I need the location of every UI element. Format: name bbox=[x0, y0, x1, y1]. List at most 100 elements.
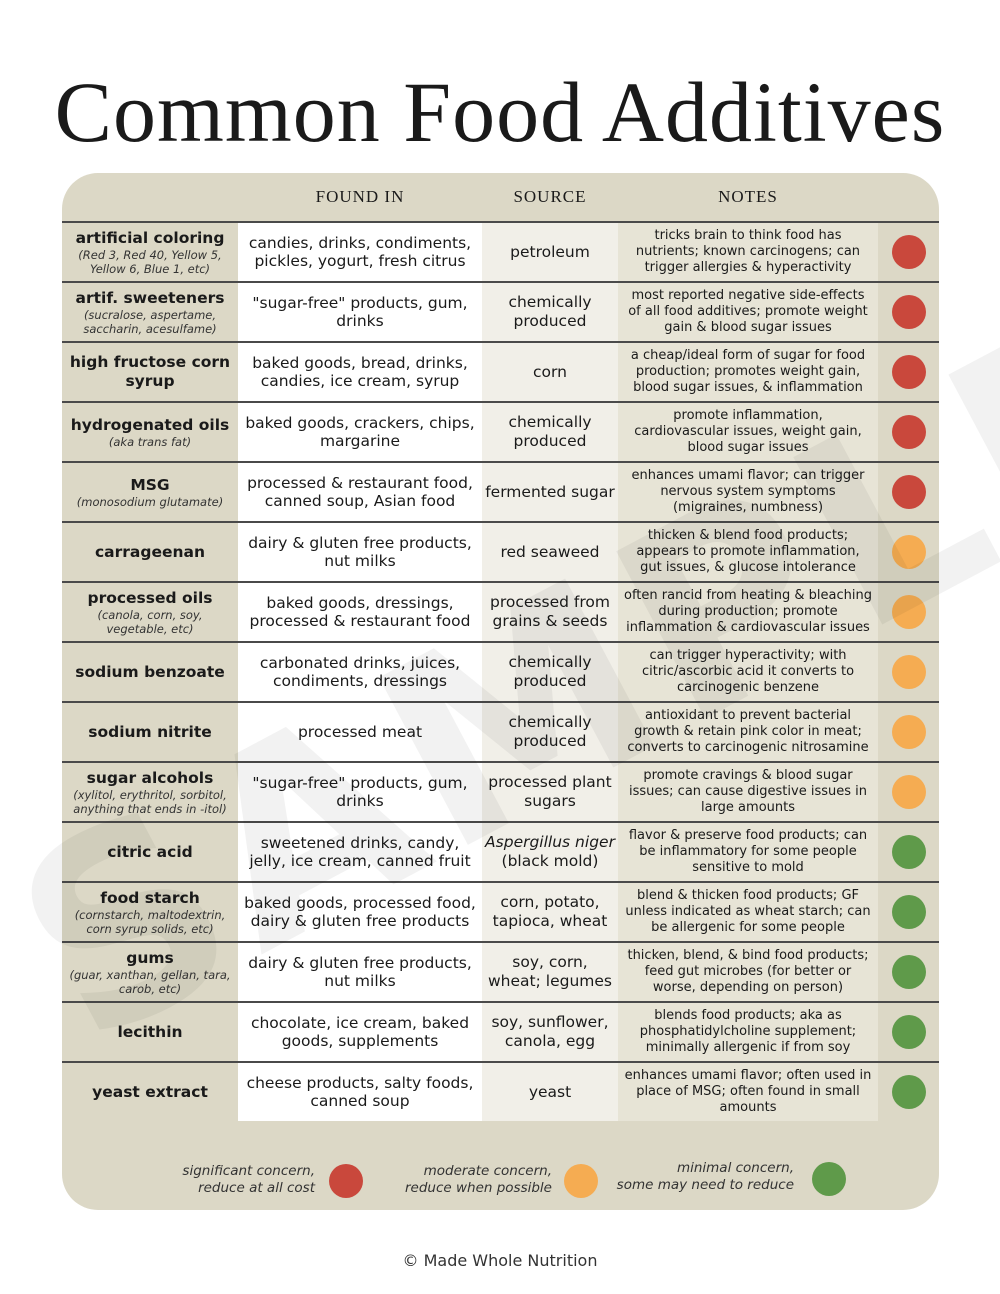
found-in-text: baked goods, crackers, chips, margarine bbox=[245, 414, 475, 450]
notes-text: blends food products; aka as phosphatidy… bbox=[639, 1008, 857, 1055]
source-text: processed from grains & seeds bbox=[490, 593, 610, 630]
additive-examples: (xylitol, erythritol, sorbitol, anything… bbox=[73, 787, 227, 816]
notes-cell: most reported negative side-effects of a… bbox=[618, 283, 878, 341]
found-in-cell: baked goods, crackers, chips, margarine bbox=[238, 403, 482, 461]
notes-text: tricks brain to think food has nutrients… bbox=[635, 228, 861, 275]
source-text: chemically produced bbox=[508, 653, 592, 690]
table-row: lecithin chocolate, ice cream, baked goo… bbox=[62, 1001, 939, 1061]
notes-cell: flavor & preserve food products; can be … bbox=[618, 823, 878, 881]
concern-level-dot bbox=[891, 1075, 926, 1109]
found-in-text: dairy & gluten free products, nut milks bbox=[248, 954, 472, 990]
source-text: yeast bbox=[528, 1082, 572, 1101]
notes-cell: blends food products; aka as phosphatidy… bbox=[618, 1003, 878, 1061]
concern-level-dot bbox=[891, 1015, 926, 1049]
legend-minimal-dot bbox=[812, 1162, 846, 1196]
additive-examples: (canola, corn, soy, vegetable, etc) bbox=[97, 607, 203, 636]
source-cell: chemically produced bbox=[482, 703, 618, 761]
found-in-text: "sugar-free" products, gum, drinks bbox=[252, 294, 468, 330]
source-cell: red seaweed bbox=[482, 523, 618, 581]
additive-name-cell: processed oils (canola, corn, soy, veget… bbox=[62, 583, 238, 641]
source-text: soy, corn, wheat; legumes bbox=[488, 953, 612, 990]
notes-cell: enhances umami flavor; often used in pla… bbox=[618, 1063, 878, 1121]
found-in-cell: carbonated drinks, juices, condiments, d… bbox=[238, 643, 482, 701]
found-in-text: baked goods, bread, drinks, candies, ice… bbox=[252, 354, 468, 390]
legend-significant-label: significant concern, reduce at all cost bbox=[182, 1163, 315, 1196]
concern-cell bbox=[878, 583, 939, 641]
source-cell: corn bbox=[482, 343, 618, 401]
additive-name: hydrogenated oils bbox=[70, 415, 230, 434]
concern-cell bbox=[878, 823, 939, 881]
source-text: soy, sunflower, canola, egg bbox=[491, 1013, 609, 1050]
table-row: yeast extract cheese products, salty foo… bbox=[62, 1061, 939, 1121]
additive-name: yeast extract bbox=[92, 1082, 208, 1101]
found-in-cell: baked goods, bread, drinks, candies, ice… bbox=[238, 343, 482, 401]
concern-level-dot bbox=[891, 895, 926, 929]
additive-name-cell: artif. sweeteners (sucralose, aspertame,… bbox=[62, 283, 238, 341]
found-in-text: "sugar-free" products, gum, drinks bbox=[252, 774, 468, 810]
concern-cell bbox=[878, 223, 939, 281]
found-in-cell: candies, drinks, condiments, pickles, yo… bbox=[238, 223, 482, 281]
concern-cell bbox=[878, 1003, 939, 1061]
notes-cell: thicken, blend, & bind food products; fe… bbox=[618, 943, 878, 1001]
legend-minimal-label: minimal concern, some may need to reduce bbox=[616, 1160, 794, 1193]
table-row: processed oils (canola, corn, soy, veget… bbox=[62, 581, 939, 641]
notes-text: promote cravings & blood sugar issues; c… bbox=[629, 768, 867, 815]
notes-text: often rancid from heating & bleaching du… bbox=[624, 588, 872, 635]
found-in-text: dairy & gluten free products, nut milks bbox=[248, 534, 472, 570]
source-cell: fermented sugar bbox=[482, 463, 618, 521]
notes-text: can trigger hyperactivity; with citric/a… bbox=[641, 648, 855, 695]
source-cell: processed from grains & seeds bbox=[482, 583, 618, 641]
source-cell: soy, corn, wheat; legumes bbox=[482, 943, 618, 1001]
notes-cell: antioxidant to prevent bacterial growth … bbox=[618, 703, 878, 761]
additive-name-cell: lecithin bbox=[62, 1003, 238, 1061]
table-row: carrageenan dairy & gluten free products… bbox=[62, 521, 939, 581]
table-row: MSG (monosodium glutamate) processed & r… bbox=[62, 461, 939, 521]
concern-cell bbox=[878, 343, 939, 401]
concern-cell bbox=[878, 523, 939, 581]
source-cell: chemically produced bbox=[482, 283, 618, 341]
additive-examples: (Red 3, Red 40, Yellow 5, Yellow 6, Blue… bbox=[78, 247, 222, 276]
table-row: sodium nitrite processed meat chemically… bbox=[62, 701, 939, 761]
additive-name: high fructose corn syrup bbox=[69, 353, 231, 390]
found-in-cell: baked goods, processed food, dairy & glu… bbox=[238, 883, 482, 941]
source-cell: petroleum bbox=[482, 223, 618, 281]
additive-name: sugar alcohols bbox=[86, 768, 214, 787]
additive-name: sodium nitrite bbox=[88, 722, 212, 741]
source-cell: soy, sunflower, canola, egg bbox=[482, 1003, 618, 1061]
source-text: processed plant sugars bbox=[488, 773, 612, 810]
column-source: SOURCE bbox=[513, 187, 587, 206]
table-header: FOUND IN SOURCE NOTES bbox=[62, 173, 939, 221]
source-text: chemically produced bbox=[508, 413, 592, 450]
additive-examples: (cornstarch, maltodextrin, corn syrup so… bbox=[74, 907, 226, 936]
concern-level-dot bbox=[891, 355, 926, 389]
additive-examples: (guar, xanthan, gellan, tara, carob, etc… bbox=[69, 967, 231, 996]
source-cell: chemically produced bbox=[482, 643, 618, 701]
table-row: artificial coloring (Red 3, Red 40, Yell… bbox=[62, 221, 939, 281]
found-in-text: carbonated drinks, juices, condiments, d… bbox=[259, 654, 461, 690]
found-in-text: cheese products, salty foods, canned sou… bbox=[246, 1074, 474, 1110]
notes-text: enhances umami flavor; often used in pla… bbox=[624, 1068, 872, 1115]
found-in-cell: dairy & gluten free products, nut milks bbox=[238, 523, 482, 581]
additive-name-cell: sodium benzoate bbox=[62, 643, 238, 701]
found-in-cell: "sugar-free" products, gum, drinks bbox=[238, 763, 482, 821]
notes-cell: enhances umami flavor; can trigger nervo… bbox=[618, 463, 878, 521]
legend-moderate-dot bbox=[564, 1164, 598, 1198]
notes-cell: promote inflammation, cardiovascular iss… bbox=[618, 403, 878, 461]
column-found-in: FOUND IN bbox=[315, 187, 405, 206]
source-cell: corn, potato, tapioca, wheat bbox=[482, 883, 618, 941]
notes-text: promote inflammation, cardiovascular iss… bbox=[634, 408, 862, 455]
source-cell: yeast bbox=[482, 1063, 618, 1121]
table-row: sodium benzoate carbonated drinks, juice… bbox=[62, 641, 939, 701]
concern-level-dot bbox=[891, 415, 926, 449]
notes-text: antioxidant to prevent bacterial growth … bbox=[627, 708, 869, 755]
additive-name: food starch bbox=[100, 888, 200, 907]
found-in-text: baked goods, processed food, dairy & glu… bbox=[244, 894, 476, 930]
source-cell: chemically produced bbox=[482, 403, 618, 461]
source-text: petroleum bbox=[510, 242, 590, 261]
additive-name-cell: food starch (cornstarch, maltodextrin, c… bbox=[62, 883, 238, 941]
notes-cell: thicken & blend food products; appears t… bbox=[618, 523, 878, 581]
concern-cell bbox=[878, 403, 939, 461]
concern-cell bbox=[878, 643, 939, 701]
notes-cell: can trigger hyperactivity; with citric/a… bbox=[618, 643, 878, 701]
source-text: chemically produced bbox=[508, 293, 592, 330]
